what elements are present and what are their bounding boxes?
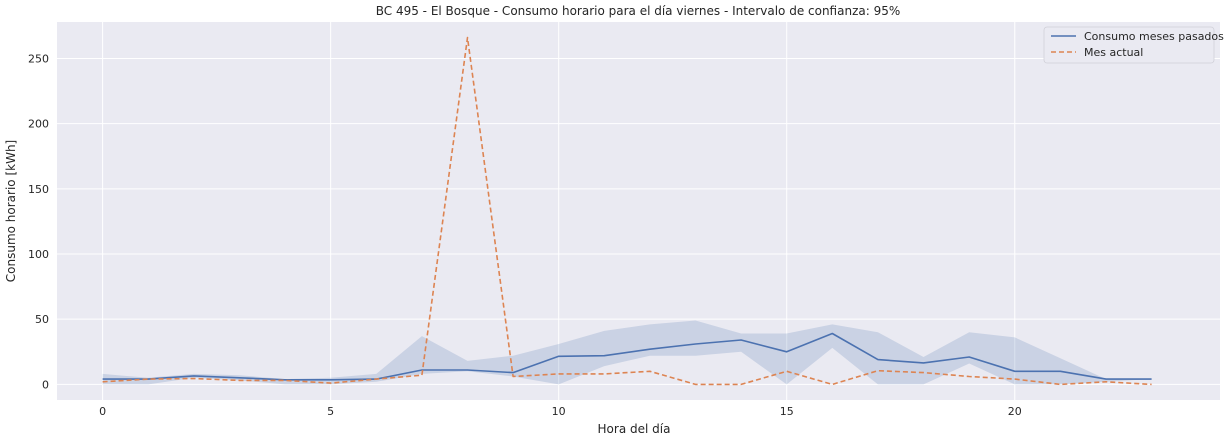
- grid-lines: [57, 22, 1220, 400]
- x-tick-label: 20: [1008, 405, 1022, 418]
- x-tick-label: 10: [552, 405, 566, 418]
- series-lines: [102, 36, 1152, 386]
- series-0-line: [102, 332, 1152, 381]
- plot-background: [57, 22, 1220, 400]
- y-axis-title: Consumo horario [kWh]: [4, 140, 18, 282]
- legend-box: [1043, 26, 1215, 64]
- y-tick-label: 100: [28, 248, 49, 261]
- x-tick-label: 15: [780, 405, 794, 418]
- y-tick-label: 150: [28, 183, 49, 196]
- legend: Consumo meses pasados Mes actual: [1043, 26, 1224, 64]
- chart-title: BC 495 - El Bosque - Consumo horario par…: [376, 4, 901, 18]
- y-tick-labels: 0 50 100 150 200 250: [28, 52, 49, 391]
- series-1-line: [102, 36, 1152, 386]
- y-tick-label: 250: [28, 52, 49, 65]
- y-tick-label: 200: [28, 118, 49, 131]
- y-tick-label: 50: [35, 313, 49, 326]
- x-tick-label: 5: [327, 405, 334, 418]
- y-tick-label: 0: [42, 378, 49, 391]
- legend-label-series-0: Consumo meses pasados: [1084, 30, 1224, 43]
- legend-label-series-1: Mes actual: [1084, 46, 1143, 59]
- x-tick-label: 0: [99, 405, 106, 418]
- x-axis-title: Hora del día: [598, 422, 671, 436]
- x-tick-labels: 0 5 10 15 20: [99, 405, 1022, 418]
